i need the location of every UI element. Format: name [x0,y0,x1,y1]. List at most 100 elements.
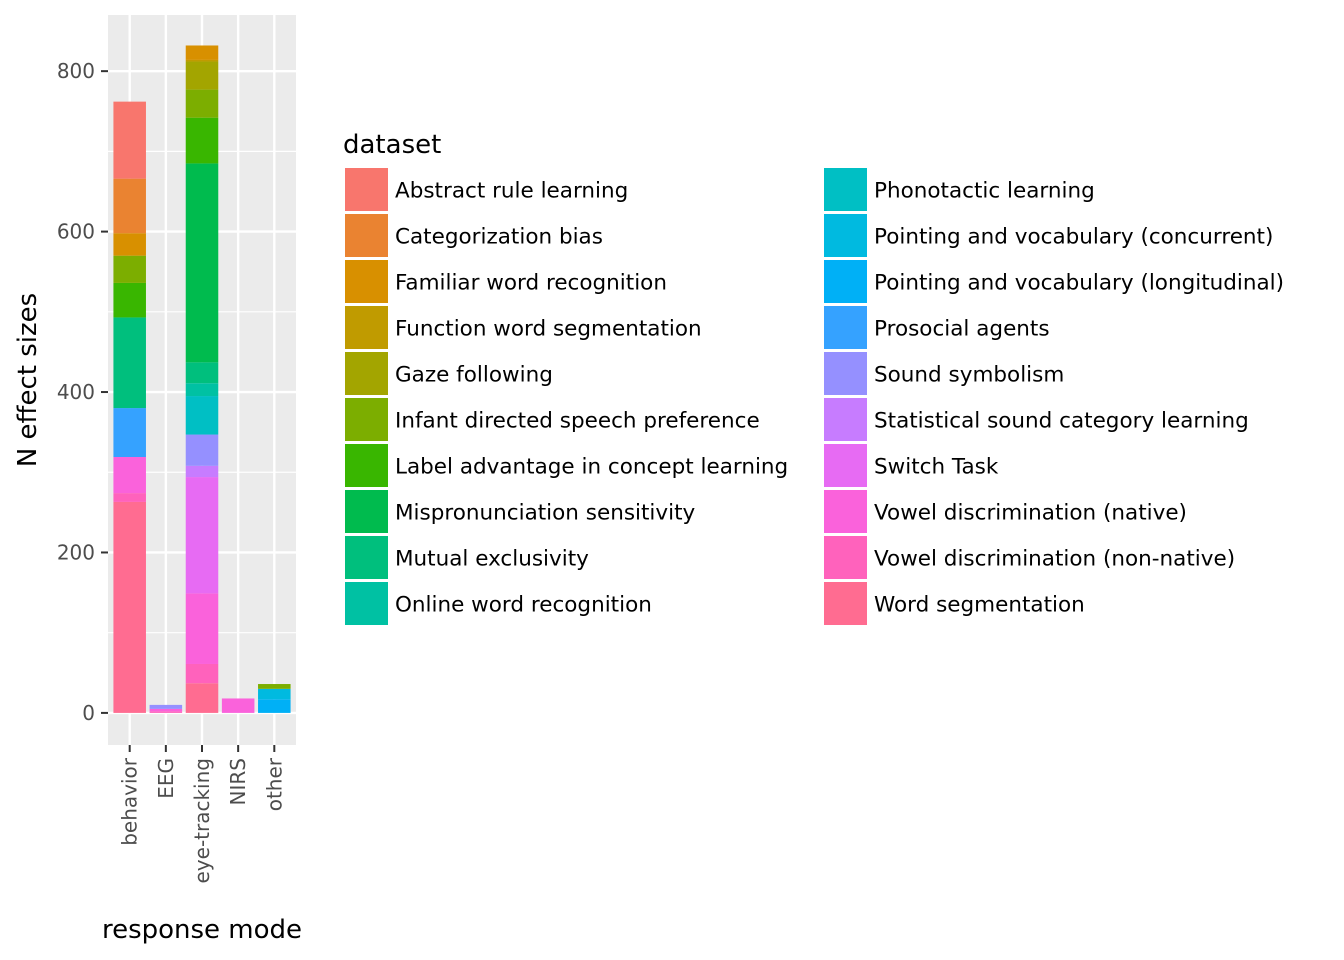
bars [113,45,291,713]
legend-item: Infant directed speech preference [345,398,760,441]
bar-segment [113,317,146,409]
bar-segment [185,61,219,90]
legend-item: Gaze following [345,352,553,395]
legend-item: Vowel discrimination (non-native) [824,536,1235,579]
legend-key [345,352,388,395]
legend-label: Pointing and vocabulary (concurrent) [874,225,1273,250]
legend-items: Abstract rule learning Categorization bia… [345,168,1284,625]
legend-label: Mispronunciation sensitivity [395,501,696,526]
legend-label: Statistical sound category learning [874,409,1249,434]
bar-segment [185,59,219,62]
legend-item: Mispronunciation sensitivity [345,490,696,533]
legend-key [345,398,388,441]
legend-item: Pointing and vocabulary (longitudinal) [824,260,1284,303]
bar-segment [185,163,219,363]
bar-segment [185,683,219,713]
x-tick-label: NIRS [226,758,250,805]
bar-segment [113,101,146,179]
legend-item: Vowel discrimination (native) [824,490,1187,533]
y-tick-label: 600 [57,220,95,244]
legend-item: Familiar word recognition [345,260,667,303]
legend-key [824,398,867,441]
y-tick-label: 800 [57,59,95,83]
bar-segment [185,362,219,384]
bar-segment [113,233,146,256]
x-tick-label: behavior [118,757,142,846]
legend-item: Phonotactic learning [824,168,1095,211]
legend-label: Familiar word recognition [395,271,667,296]
legend-label: Categorization bias [395,225,603,250]
legend-label: Mutual exclusivity [395,547,589,572]
bar-segment [185,434,219,466]
legend-label: Switch Task [874,455,999,480]
legend-label: Phonotactic learning [874,179,1095,204]
legend-label: Online word recognition [395,593,652,618]
bar-segment [113,493,146,502]
legend-item: Statistical sound category learning [824,398,1249,441]
bar-segment [185,477,219,594]
legend-key [345,490,388,533]
legend-label: Sound symbolism [874,363,1064,388]
legend-key [345,306,388,349]
y-tick-label: 200 [57,540,95,564]
legend-label: Abstract rule learning [395,179,628,204]
bar-segment [185,465,219,478]
legend-label: Gaze following [395,363,553,388]
x-tick-label: EEG [154,758,178,799]
legend-key [824,352,867,395]
y-tick-label: 0 [82,701,95,725]
legend-key [345,444,388,487]
bar-segment [149,711,183,713]
legend-item: Abstract rule learning [345,168,628,211]
legend-label: Pointing and vocabulary (longitudinal) [874,271,1284,296]
legend-label: Function word segmentation [395,317,702,342]
legend-label: Label advantage in concept learning [395,455,788,480]
bar-segment [185,396,219,435]
legend-item: Switch Task [824,444,999,487]
y-tick-label: 400 [57,380,95,404]
bar-segment [113,255,146,283]
x-tick-label: other [262,757,286,811]
legend-item: Sound symbolism [824,352,1064,395]
legend-key [345,582,388,625]
legend-label: Vowel discrimination (native) [874,501,1187,526]
y-axis: 0 200 400 600 800 [57,59,108,725]
bar-segment [149,704,183,709]
bar-segment [149,708,183,712]
legend-key [824,214,867,257]
y-axis-title: N effect sizes [13,293,43,467]
legend-item: Mutual exclusivity [345,536,589,579]
legend-key [824,582,867,625]
legend-key [345,168,388,211]
legend-item: Function word segmentation [345,306,702,349]
bar-segment [113,178,146,234]
legend-item: Word segmentation [824,582,1085,625]
legend-key [824,536,867,579]
legend-key [345,214,388,257]
bar-segment [113,282,146,318]
x-axis: behavior EEG eye-tracking NIRS other [118,745,286,884]
legend-key [824,444,867,487]
bar-segment [113,501,146,713]
bar-segment [185,45,219,60]
legend-key [345,536,388,579]
legend-key [824,260,867,303]
bar-segment [113,457,146,494]
legend-key [824,306,867,349]
legend-label: Infant directed speech preference [395,409,760,434]
legend-item: Prosocial agents [824,306,1050,349]
legend-item: Pointing and vocabulary (concurrent) [824,214,1273,257]
legend-label: Vowel discrimination (non-native) [874,547,1235,572]
legend-label: Prosocial agents [874,317,1050,342]
bar-segment [221,698,255,713]
legend-item: Categorization bias [345,214,603,257]
legend-key [824,490,867,533]
legend-label: Word segmentation [874,593,1085,618]
legend-item: Online word recognition [345,582,652,625]
legend: dataset Abstract rule learning Categoriza… [343,130,1284,625]
bar-segment [185,663,219,684]
bar-segment [258,688,291,700]
x-tick-label: eye-tracking [190,758,214,884]
bar-segment [185,593,219,664]
